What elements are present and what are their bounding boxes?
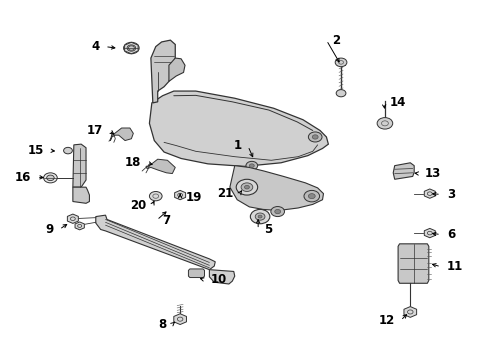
Circle shape <box>312 135 318 139</box>
Text: 20: 20 <box>129 199 146 212</box>
Polygon shape <box>424 189 434 198</box>
Circle shape <box>250 210 269 224</box>
Circle shape <box>270 207 284 217</box>
Polygon shape <box>424 228 434 238</box>
Polygon shape <box>67 214 78 224</box>
Polygon shape <box>110 128 133 140</box>
Text: 14: 14 <box>389 96 406 109</box>
Circle shape <box>245 161 257 170</box>
Circle shape <box>46 175 54 181</box>
Text: 17: 17 <box>87 124 103 137</box>
Text: 11: 11 <box>446 260 462 273</box>
Text: 1: 1 <box>233 139 242 152</box>
Text: 10: 10 <box>210 273 226 286</box>
Text: 19: 19 <box>185 191 202 204</box>
Circle shape <box>244 185 249 189</box>
Text: 5: 5 <box>264 223 272 236</box>
Text: 8: 8 <box>158 318 166 331</box>
Text: 13: 13 <box>424 167 440 180</box>
Circle shape <box>249 164 254 167</box>
Text: 12: 12 <box>378 314 394 327</box>
Circle shape <box>63 147 72 154</box>
Polygon shape <box>188 269 204 278</box>
Polygon shape <box>392 163 413 179</box>
Polygon shape <box>149 91 328 166</box>
Polygon shape <box>168 58 184 81</box>
Circle shape <box>335 90 345 97</box>
Polygon shape <box>174 190 185 200</box>
Text: 3: 3 <box>446 188 454 201</box>
Text: 6: 6 <box>446 228 454 241</box>
Polygon shape <box>209 270 234 284</box>
Text: 4: 4 <box>91 40 99 53</box>
Text: 16: 16 <box>15 171 31 184</box>
Polygon shape <box>124 42 138 54</box>
Polygon shape <box>173 314 186 324</box>
Circle shape <box>127 45 135 51</box>
Polygon shape <box>229 166 323 211</box>
Circle shape <box>123 42 139 54</box>
Text: 21: 21 <box>217 187 233 200</box>
Polygon shape <box>146 159 175 174</box>
Circle shape <box>274 210 280 214</box>
Circle shape <box>43 173 57 183</box>
Text: 2: 2 <box>331 33 340 47</box>
Circle shape <box>149 192 162 201</box>
Polygon shape <box>397 244 428 283</box>
Polygon shape <box>73 187 89 203</box>
Text: 7: 7 <box>162 214 170 227</box>
Circle shape <box>241 183 252 192</box>
Circle shape <box>304 190 319 202</box>
Text: 9: 9 <box>45 223 53 236</box>
Circle shape <box>255 213 264 220</box>
Text: 15: 15 <box>27 144 43 157</box>
Circle shape <box>308 194 315 199</box>
Circle shape <box>376 118 392 129</box>
Circle shape <box>258 215 262 218</box>
Polygon shape <box>75 222 84 230</box>
Polygon shape <box>151 40 175 103</box>
Circle shape <box>308 132 322 142</box>
Text: 18: 18 <box>124 156 141 169</box>
Circle shape <box>334 58 346 67</box>
Polygon shape <box>403 307 416 318</box>
Polygon shape <box>96 215 215 270</box>
Polygon shape <box>73 144 86 187</box>
Circle shape <box>236 179 257 195</box>
